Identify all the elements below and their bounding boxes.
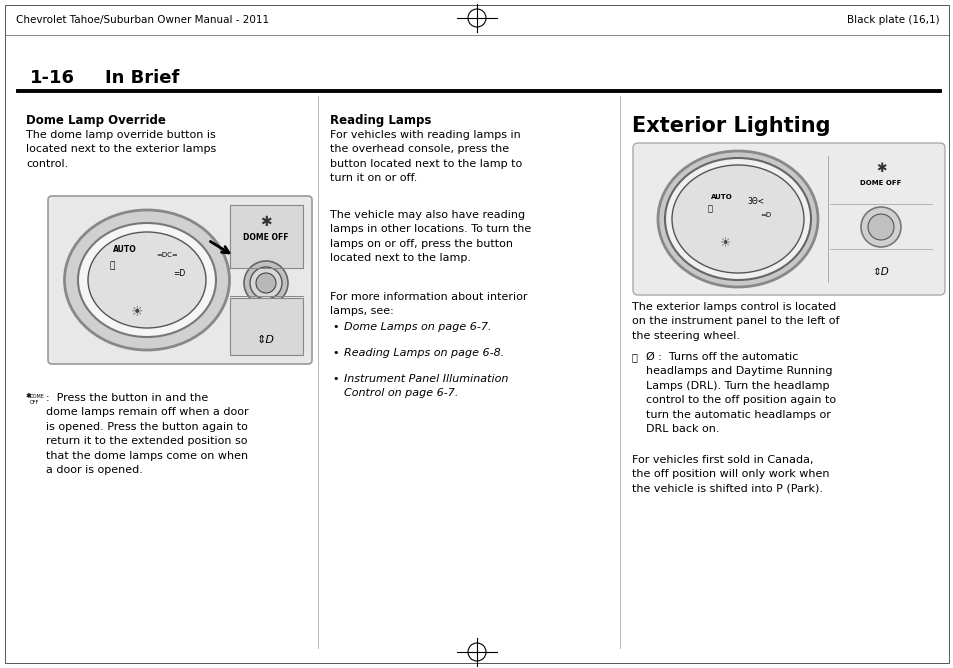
Circle shape (468, 9, 485, 27)
Text: ☀: ☀ (131, 305, 143, 319)
FancyBboxPatch shape (633, 143, 944, 295)
Text: Black plate (16,1): Black plate (16,1) (846, 15, 939, 25)
Text: =D: =D (172, 269, 185, 279)
Bar (230, 205, 303, 268)
Text: :  Press the button in and the
dome lamps remain off when a door
is opened. Pres: : Press the button in and the dome lamps… (46, 393, 249, 475)
Ellipse shape (664, 158, 810, 280)
Text: OFF: OFF (30, 400, 39, 405)
Text: ⇕D: ⇕D (872, 267, 888, 277)
Ellipse shape (658, 151, 817, 287)
Text: In Brief: In Brief (105, 69, 179, 87)
Text: Exterior Lighting: Exterior Lighting (631, 116, 830, 136)
Text: For vehicles with reading lamps in
the overhead console, press the
button locate: For vehicles with reading lamps in the o… (330, 130, 521, 183)
Text: DOME OFF: DOME OFF (243, 234, 289, 242)
Text: Reading Lamps on page 6-8.: Reading Lamps on page 6-8. (344, 348, 504, 358)
Text: The vehicle may also have reading
lamps in other locations. To turn the
lamps on: The vehicle may also have reading lamps … (330, 210, 531, 263)
Text: The dome lamp override button is
located next to the exterior lamps
control.: The dome lamp override button is located… (26, 130, 216, 169)
Text: •: • (332, 322, 338, 332)
Text: 3Θ<: 3Θ< (747, 196, 763, 206)
Circle shape (255, 273, 275, 293)
Text: ☀: ☀ (720, 238, 731, 250)
Circle shape (867, 214, 893, 240)
Text: Instrument Panel Illumination
Control on page 6-7.: Instrument Panel Illumination Control on… (344, 374, 508, 398)
Text: ⏻: ⏻ (631, 352, 638, 362)
Ellipse shape (88, 232, 206, 328)
Text: ✱: ✱ (26, 393, 31, 399)
Text: Chevrolet Tahoe/Suburban Owner Manual - 2011: Chevrolet Tahoe/Suburban Owner Manual - … (16, 15, 269, 25)
Text: AUTO: AUTO (710, 194, 732, 200)
Text: =D: =D (760, 212, 771, 218)
Text: Ø :  Turns off the automatic
headlamps and Daytime Running
Lamps (DRL). Turn the: Ø : Turns off the automatic headlamps an… (645, 352, 835, 434)
Circle shape (250, 267, 282, 299)
Circle shape (468, 643, 485, 661)
Ellipse shape (671, 165, 803, 273)
Ellipse shape (78, 223, 215, 337)
Text: Dome Lamp Override: Dome Lamp Override (26, 114, 166, 127)
Text: ⏻: ⏻ (110, 261, 114, 271)
Text: For vehicles first sold in Canada,
the off position will only work when
the vehi: For vehicles first sold in Canada, the o… (631, 455, 828, 494)
Bar (230, 298, 303, 355)
Text: ✱: ✱ (260, 215, 272, 229)
Text: ✱: ✱ (875, 162, 885, 174)
Text: The exterior lamps control is located
on the instrument panel to the left of
the: The exterior lamps control is located on… (631, 302, 839, 341)
Text: DOME: DOME (30, 394, 45, 399)
Circle shape (861, 207, 900, 247)
Text: AUTO: AUTO (113, 246, 136, 255)
Text: DOME OFF: DOME OFF (860, 180, 901, 186)
Text: •: • (332, 348, 338, 358)
Text: Reading Lamps: Reading Lamps (330, 114, 431, 127)
Text: •: • (332, 374, 338, 384)
Ellipse shape (65, 210, 230, 350)
Text: 1-16: 1-16 (30, 69, 75, 87)
Text: =DC=: =DC= (156, 252, 177, 258)
Text: For more information about interior
lamps, see:: For more information about interior lamp… (330, 292, 527, 317)
Text: ⇕D: ⇕D (256, 335, 274, 345)
FancyBboxPatch shape (48, 196, 312, 364)
Text: Dome Lamps on page 6-7.: Dome Lamps on page 6-7. (344, 322, 491, 332)
Text: ⏻: ⏻ (707, 204, 712, 214)
Circle shape (244, 261, 288, 305)
